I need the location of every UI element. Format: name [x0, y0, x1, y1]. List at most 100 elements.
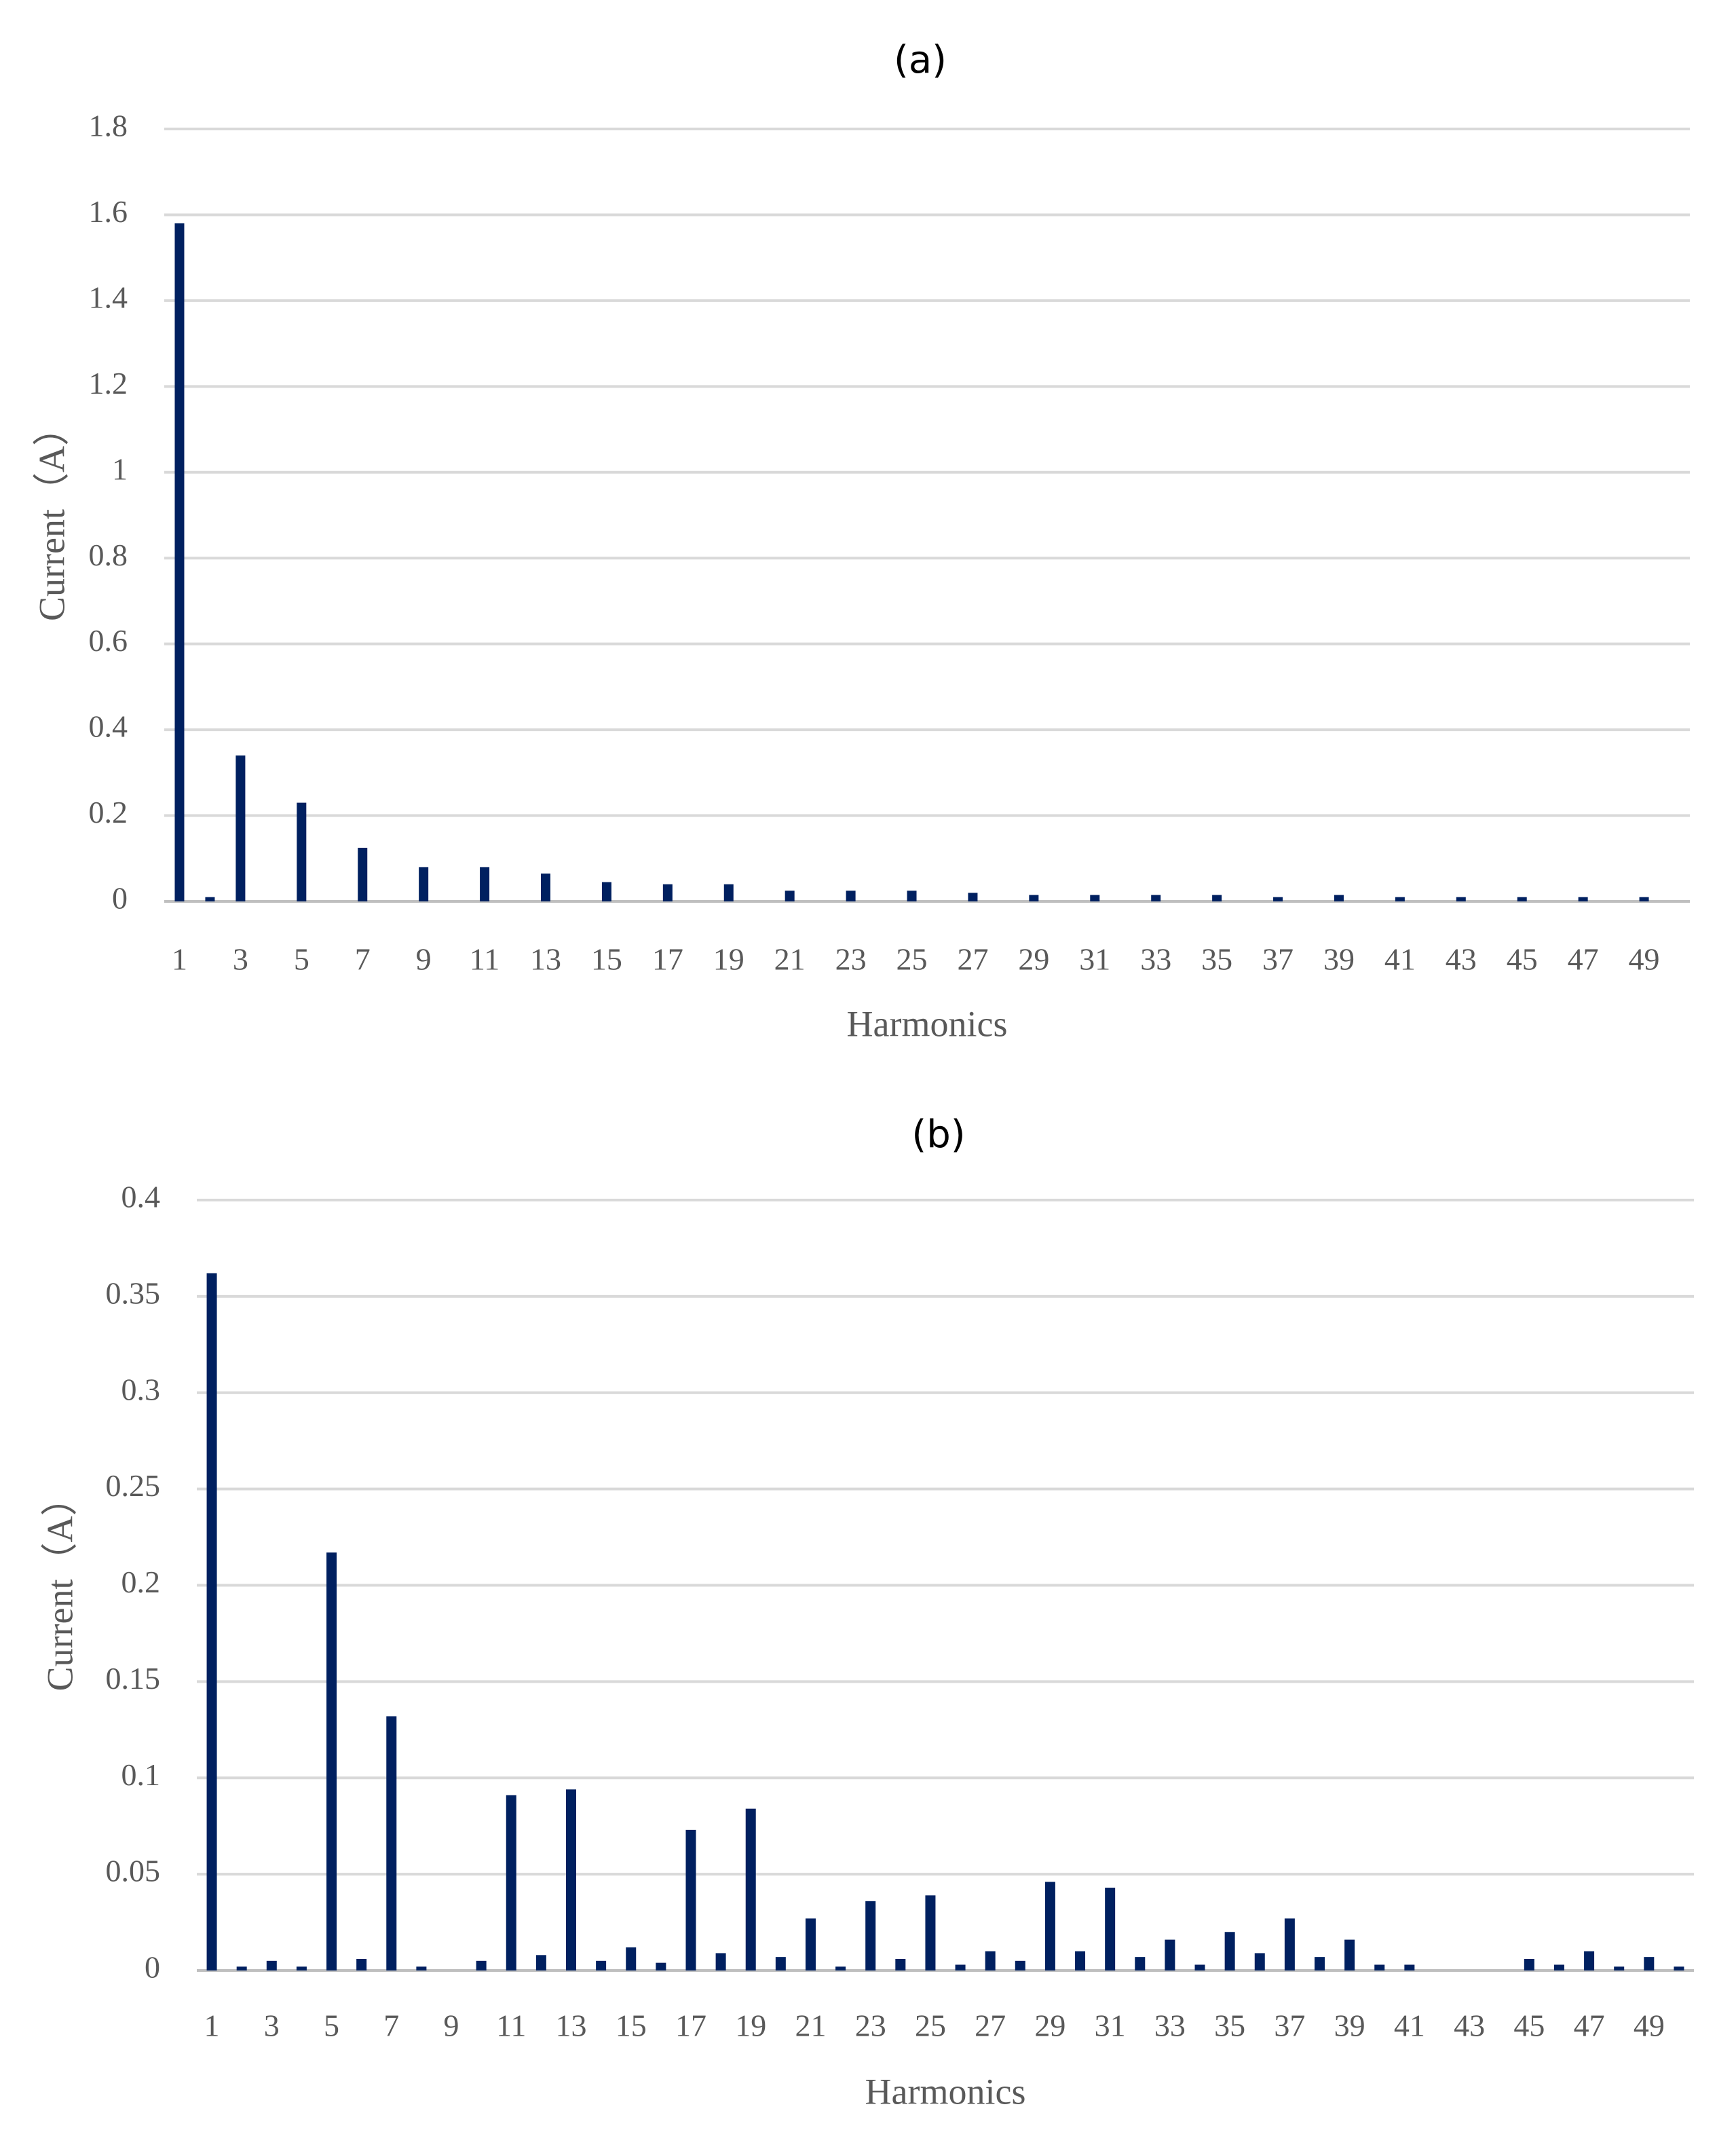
bar [480, 867, 490, 901]
x-tick-label: 31 [1079, 942, 1110, 977]
x-tick-label: 5 [294, 942, 309, 977]
y-tick-label: 0 [145, 1950, 160, 1985]
bar [1090, 895, 1100, 901]
bar [1105, 1887, 1116, 1970]
x-tick-label: 37 [1274, 2008, 1305, 2043]
bar [1344, 1939, 1355, 1970]
bar [296, 1966, 307, 1970]
bar [386, 1716, 397, 1970]
x-tick-label: 9 [416, 942, 432, 977]
y-tick-label: 0.2 [89, 795, 128, 829]
y-tick-label: 0.05 [106, 1854, 161, 1888]
bar [835, 1966, 846, 1970]
bar [715, 1953, 726, 1970]
bar [785, 891, 795, 901]
x-tick-label: 45 [1507, 942, 1538, 977]
x-axis-title: Harmonics [847, 1003, 1008, 1044]
bar [1674, 1966, 1684, 1970]
bar [1224, 1932, 1235, 1970]
y-tick-label: 0.15 [106, 1661, 161, 1696]
bar [601, 882, 611, 901]
x-tick-label: 13 [530, 942, 561, 977]
bar [626, 1947, 637, 1970]
bar [1194, 1964, 1205, 1970]
y-tick-label: 0.35 [106, 1275, 161, 1310]
bar [968, 893, 978, 901]
bar [541, 873, 550, 901]
chart-b: (b)00.050.10.150.20.250.30.350.41 3 5 7 9 11 1… [39, 1113, 1694, 2112]
y-tick-label: 0.8 [89, 538, 128, 572]
x-tick-label: 1 [172, 942, 187, 977]
bar [1135, 1957, 1146, 1970]
bar [236, 1966, 247, 1970]
y-tick-label: 0.3 [121, 1372, 161, 1406]
bar [476, 1960, 487, 1970]
bar [1524, 1958, 1534, 1970]
x-tick-label: 1 [204, 2008, 220, 2043]
x-tick-label: 25 [915, 2008, 946, 2043]
chart-title: (a) [894, 38, 947, 82]
x-tick-label: 49 [1629, 942, 1660, 977]
chart-panel-b: (b) 0 0.05 0.1 0.15 0.2 0.25 0.3 0.35 0.4 1 3 5 7 9 11 1… [0, 1065, 1736, 2130]
bar [1212, 895, 1222, 901]
x-tick-label: 47 [1574, 2008, 1605, 2043]
bar [865, 1901, 876, 1970]
bar [895, 1958, 906, 1970]
x-tick-label: 19 [735, 2008, 766, 2043]
bar [723, 884, 734, 901]
x-tick-label: 15 [591, 942, 622, 977]
bar [907, 891, 917, 901]
y-tick-label: 0.4 [121, 1180, 161, 1214]
x-tick-label: 11 [470, 942, 499, 977]
bar [1165, 1939, 1175, 1970]
bar [205, 897, 215, 901]
bar [1075, 1951, 1086, 1970]
y-axis-title: Current（A） [31, 409, 72, 621]
bar [506, 1795, 516, 1970]
y-tick-label: 0.2 [121, 1565, 161, 1599]
x-tick-label: 5 [324, 2008, 339, 2043]
x-tick-label: 43 [1446, 942, 1477, 977]
x-tick-label: 7 [355, 942, 371, 977]
bar [326, 1552, 337, 1970]
bar [416, 1966, 427, 1970]
x-tick-label: 17 [675, 2008, 706, 2043]
x-tick-label: 33 [1154, 2008, 1186, 2043]
y-tick-label: 0.6 [89, 623, 128, 658]
bar [566, 1789, 576, 1970]
bar [1374, 1964, 1385, 1970]
bar [1553, 1964, 1564, 1970]
bar [1614, 1966, 1625, 1970]
x-tick-label: 31 [1095, 2008, 1126, 2043]
x-tick-label: 21 [774, 942, 806, 977]
bar [656, 1962, 666, 1970]
x-tick-label: 13 [556, 2008, 587, 2043]
bar [775, 1957, 786, 1970]
y-tick-label: 0.1 [121, 1757, 161, 1792]
x-tick-label: 39 [1334, 2008, 1365, 2043]
x-tick-label: 47 [1568, 942, 1599, 977]
bar [235, 755, 246, 901]
bar [358, 847, 368, 901]
y-tick-label: 1.4 [89, 280, 128, 314]
y-tick-label: 1.6 [89, 194, 128, 229]
bar [1029, 895, 1039, 901]
x-tick-label: 9 [444, 2008, 459, 2043]
bar [266, 1960, 277, 1970]
x-tick-label: 29 [1034, 2008, 1065, 2043]
y-tick-label: 1 [112, 451, 128, 486]
y-tick-label: 1.8 [89, 109, 128, 143]
y-tick-label: 0.25 [106, 1468, 161, 1503]
x-tick-label: 25 [897, 942, 928, 977]
x-tick-label: 15 [616, 2008, 647, 2043]
x-tick-label: 3 [264, 2008, 280, 2043]
x-tick-label: 17 [652, 942, 683, 977]
bar [846, 891, 856, 901]
bar [1015, 1960, 1025, 1970]
x-tick-label: 43 [1454, 2008, 1485, 2043]
y-tick-label: 0.4 [89, 709, 128, 744]
bar [685, 1829, 696, 1970]
bar [1254, 1953, 1265, 1970]
bar [419, 867, 429, 901]
bar [1404, 1964, 1415, 1970]
